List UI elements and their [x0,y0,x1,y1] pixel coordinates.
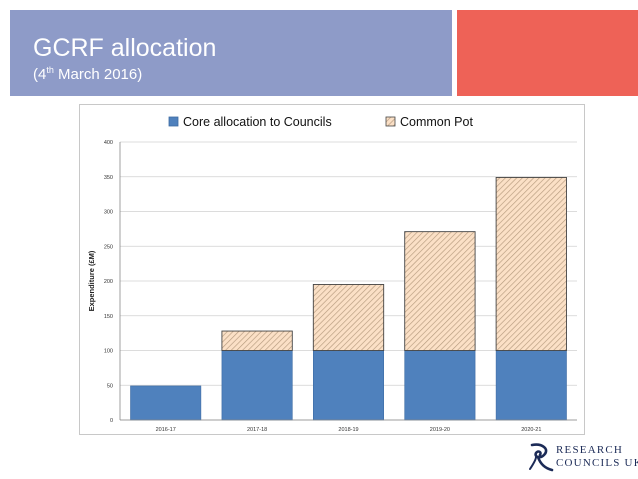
stacked-bar-chart: 0 50 100 150 200 250 300 350 400 Expenditure (£M)… [87,115,577,433]
y-tick-label: 250 [104,244,113,250]
x-tick-label: 2019-20 [430,427,450,433]
logo-text-councils-uk: COUNCILS UK [556,457,638,469]
slide-subtitle: (4th March 2016) [33,66,142,84]
y-tick-label: 400 [104,140,113,146]
y-axis-title: Expenditure (£M) [87,250,96,311]
bar-core-2020-21 [495,350,567,421]
bar-common-pot-2017-18 [221,330,293,351]
legend-label-common-pot: Common Pot [400,115,473,129]
logo-text-research: RESEARCH [556,444,624,456]
subtitle-suffix: March 2016) [53,66,143,83]
subtitle-superscript: th [46,65,54,75]
bar-common-pot-2018-19 [312,284,385,351]
chart-frame: 0 50 100 150 200 250 300 350 400 Expenditure (£M)… [79,104,585,435]
y-tick-label: 50 [107,383,113,389]
bar-core-2016-17 [130,385,202,421]
header-band [10,10,452,96]
x-tick-label: 2018-19 [338,427,358,433]
y-tick-label: 200 [104,279,113,285]
y-tick-label: 0 [110,418,113,424]
legend-label-core: Core allocation to Councils [183,115,332,129]
x-tick-label: 2020-21 [521,427,541,433]
subtitle-prefix: (4 [33,66,47,83]
bar-core-2017-18 [221,350,293,421]
header-accent-block [457,10,638,96]
rcuk-swirl-icon [529,443,554,472]
legend-swatch-common-pot [385,116,396,127]
y-tick-label: 300 [104,210,113,216]
x-tick-label: 2017-18 [247,427,267,433]
y-tick-label: 150 [104,314,113,320]
bar-core-2018-19 [313,350,384,421]
legend-swatch-core [168,116,179,127]
research-councils-uk-logo: RESEARCH COUNCILS UK [526,441,638,473]
y-tick-label: 350 [104,175,113,181]
y-tick-label: 100 [104,349,113,355]
slide-title: GCRF allocation [33,34,217,62]
bar-common-pot-2020-21 [495,176,567,351]
bar-core-2019-20 [404,350,476,421]
x-tick-label: 2016-17 [156,427,176,433]
bar-common-pot-2019-20 [404,231,476,351]
